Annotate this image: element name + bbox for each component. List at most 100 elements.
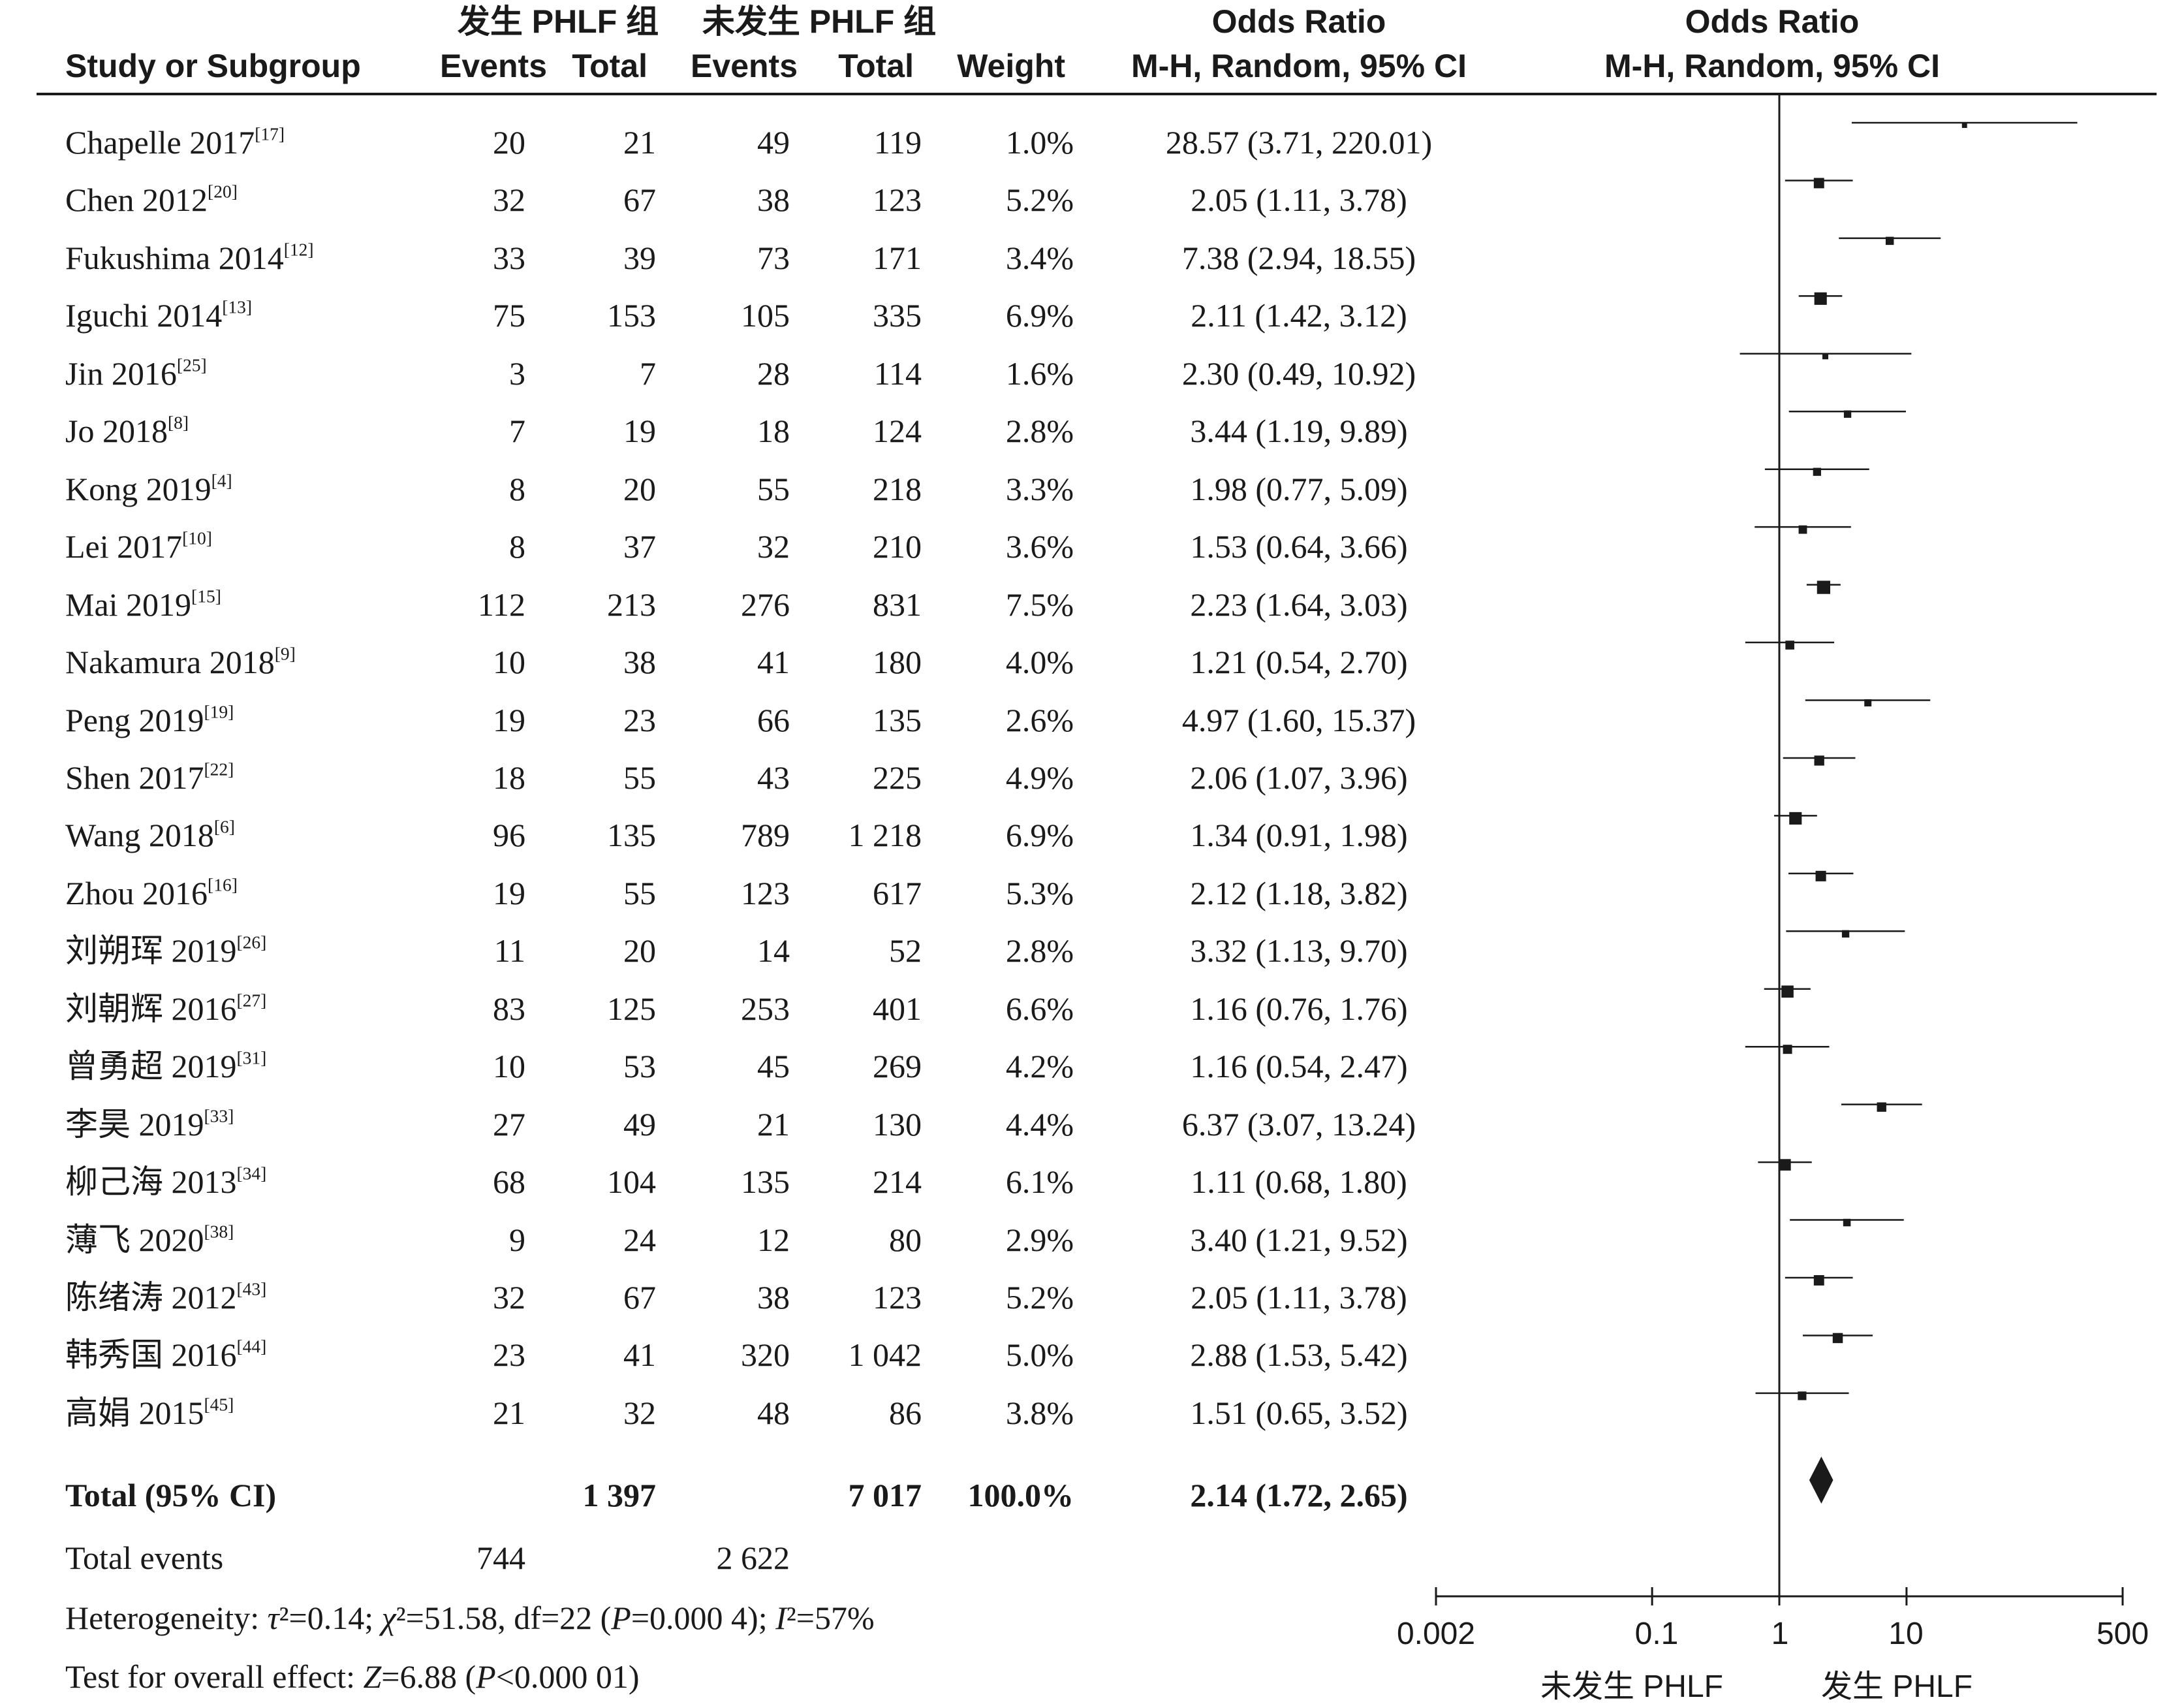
point-estimate-square [1814, 755, 1824, 766]
study-row: 李昊 2019[33] 27 49 21 130 4.4% 6.37 (3.07, 13.2… [0, 1096, 1501, 1153]
group2-total: 401 [873, 990, 922, 1027]
reference-number: [38] [204, 1220, 234, 1241]
group1-total: 38 [623, 644, 656, 681]
group2-total: 114 [873, 355, 922, 392]
study-weight: 1.6% [1005, 355, 1074, 392]
study-label: Wang 2018 [65, 817, 214, 854]
total-events-label: Total events [65, 1540, 224, 1576]
total-or-ci: 2.14 (1.72, 2.65) [1190, 1477, 1408, 1513]
group1-title: 发生 PHLF 组 [457, 3, 659, 40]
study-or-ci: 1.34 (0.91, 1.98) [1190, 817, 1408, 854]
study-label: Mai 2019 [65, 586, 192, 623]
group1-total: 20 [623, 470, 656, 507]
study-name: Chapelle 2017[17] [65, 114, 285, 171]
point-estimate-square [1864, 699, 1872, 706]
point-estimate-square [1843, 1218, 1851, 1227]
group1-events: 8 [509, 528, 525, 565]
study-label: 曾勇超 2019 [65, 1048, 237, 1085]
study-name: Jin 2016[25] [65, 345, 207, 402]
group1-events: 9 [509, 1221, 525, 1258]
point-estimate-square [1815, 870, 1826, 881]
total-label: Total (95% CI) [65, 1477, 277, 1513]
study-row: Fukushima 2014[12] 33 39 73 171 3.4% 7.38 (2.9… [0, 229, 1501, 287]
study-label: Shen 2017 [65, 759, 204, 796]
study-row: 柳己海 2013[34] 68 104 135 214 6.1% 1.11 (0.68, 1… [0, 1153, 1501, 1210]
study-weight: 4.9% [1005, 759, 1074, 796]
study-row: Zhou 2016[16] 19 55 123 617 5.3% 2.12 (1.18, 3… [0, 864, 1501, 922]
point-estimate-square [1877, 1102, 1886, 1112]
group1-events: 68 [493, 1163, 525, 1201]
study-label: Jo 2018 [65, 413, 168, 450]
study-label: 陈绪涛 2012 [65, 1279, 237, 1316]
group1-total: 49 [623, 1105, 656, 1143]
group1-total-header: Total [572, 48, 647, 84]
group2-total: 335 [873, 297, 922, 334]
study-row: 曾勇超 2019[31] 10 53 45 269 4.2% 1.16 (0.54, 2.4… [0, 1037, 1501, 1095]
reference-number: [20] [208, 181, 238, 202]
study-row: Iguchi 2014[13] 75 153 105 335 6.9% 2.11 (1.42… [0, 287, 1501, 344]
study-label: Chen 2012 [65, 182, 208, 219]
study-row: 韩秀国 2016[44] 23 41 320 1 042 5.0% 2.88 (1.53, … [0, 1326, 1501, 1383]
study-weight: 7.5% [1005, 586, 1074, 623]
group2-events: 105 [741, 297, 790, 334]
group2-events: 73 [757, 239, 790, 276]
study-label: Kong 2019 [65, 470, 211, 507]
plot-method-header: M-H, Random, 95% CI [1604, 48, 1940, 84]
point-estimate-square [1822, 353, 1829, 360]
group2-events: 38 [757, 1279, 790, 1316]
study-or-ci: 1.11 (0.68, 1.80) [1191, 1163, 1407, 1201]
point-estimate-square [1843, 410, 1852, 418]
group2-events: 14 [757, 932, 790, 970]
group1-total: 55 [623, 874, 656, 911]
pooled-estimate-diamond [1809, 1457, 1833, 1504]
group1-total: 67 [623, 1279, 656, 1316]
or-title: Odds Ratio [1211, 3, 1386, 40]
group1-total: 135 [607, 817, 656, 854]
study-or-ci: 2.88 (1.53, 5.42) [1190, 1336, 1408, 1374]
study-label: 薄飞 2020 [65, 1221, 204, 1258]
study-weight: 6.6% [1005, 990, 1074, 1027]
tick-label-500: 500 [2096, 1617, 2149, 1651]
header-rule [37, 93, 2157, 95]
study-or-ci: 1.16 (0.54, 2.47) [1190, 1048, 1408, 1085]
group1-events: 32 [493, 182, 525, 219]
study-row: Chapelle 2017[17] 20 21 49 119 1.0% 28.57 (3.7… [0, 114, 1501, 171]
group2-events: 48 [757, 1394, 790, 1431]
group2-events: 135 [741, 1163, 790, 1201]
study-name: Mai 2019[15] [65, 576, 221, 633]
group2-total: 617 [873, 874, 922, 911]
group1-events: 18 [493, 759, 525, 796]
group2-total: 214 [873, 1163, 922, 1201]
reference-number: [44] [236, 1336, 267, 1357]
study-or-ci: 1.53 (0.64, 3.66) [1190, 528, 1408, 565]
group2-total: 86 [889, 1394, 922, 1431]
reference-number: [8] [167, 412, 189, 433]
study-name: 陈绪涛 2012[43] [65, 1269, 266, 1326]
study-label: Iguchi 2014 [65, 297, 223, 334]
group2-total: 269 [873, 1048, 922, 1085]
reference-number: [26] [236, 932, 267, 953]
group1-total: 32 [623, 1394, 656, 1431]
study-name: 刘朝辉 2016[27] [65, 980, 266, 1037]
tick-label-0002: 0.002 [1396, 1617, 1476, 1651]
group1-total: 19 [623, 413, 656, 450]
reference-number: [22] [204, 759, 234, 780]
group1-events: 96 [493, 817, 525, 854]
study-weight: 5.2% [1005, 182, 1074, 219]
total-events-group1: 744 [476, 1540, 525, 1576]
study-name: Kong 2019[4] [65, 460, 232, 518]
study-row: Shen 2017[22] 18 55 43 225 4.9% 2.06 (1.07, 3.… [0, 749, 1501, 806]
study-column-header: Study or Subgroup [65, 48, 361, 84]
study-weight: 3.4% [1005, 239, 1074, 276]
study-weight: 5.0% [1005, 1336, 1074, 1374]
study-row: Chen 2012[20] 32 67 38 123 5.2% 2.05 (1.11, 3.… [0, 171, 1501, 229]
reference-number: [34] [236, 1163, 267, 1184]
study-or-ci: 6.37 (3.07, 13.24) [1181, 1105, 1416, 1143]
study-name: 刘朔珲 2019[26] [65, 922, 266, 979]
group2-events: 320 [741, 1336, 790, 1374]
group2-total: 124 [873, 413, 922, 450]
study-or-ci: 3.40 (1.21, 9.52) [1190, 1221, 1408, 1258]
group2-events: 45 [757, 1048, 790, 1085]
group2-events: 21 [757, 1105, 790, 1143]
group2-title: 未发生 PHLF 组 [702, 3, 937, 40]
